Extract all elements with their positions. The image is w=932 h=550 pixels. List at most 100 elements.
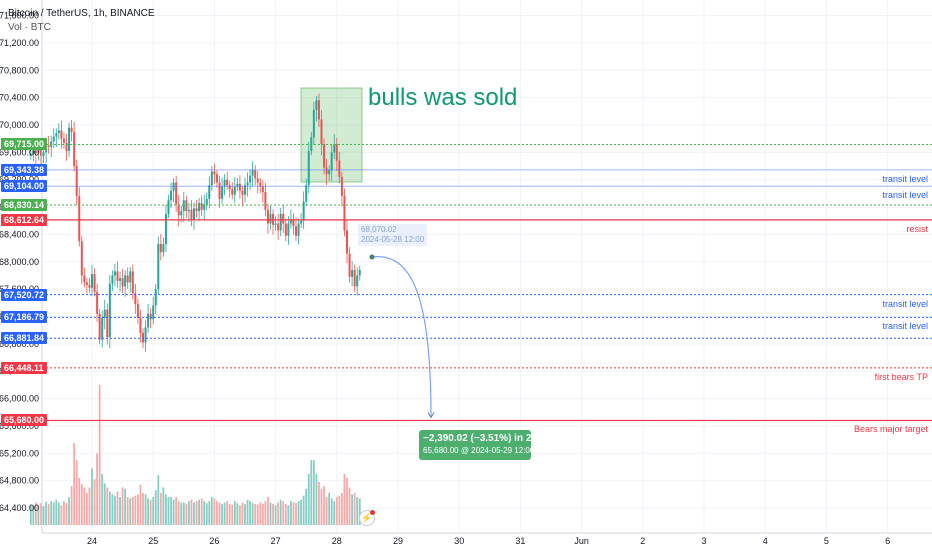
- volume-bar: [96, 453, 98, 525]
- volume-bar: [139, 484, 142, 525]
- price-level-tag[interactable]: 65,680.00: [1, 414, 48, 427]
- price-level-tag[interactable]: 67,186.79: [1, 311, 48, 324]
- price-level-tag[interactable]: 67,520.72: [1, 288, 48, 301]
- candle-body: [93, 274, 96, 292]
- volume-bar: [198, 499, 200, 525]
- price-level-tag[interactable]: 69,104.00: [1, 180, 48, 193]
- candle-body: [83, 275, 86, 283]
- volume-bar: [307, 473, 310, 525]
- candle-body: [73, 131, 76, 167]
- candle-body: [282, 213, 285, 224]
- volume-bar: [333, 501, 336, 525]
- candle-body: [144, 327, 147, 343]
- candle-body: [159, 244, 162, 253]
- volume-bar: [310, 460, 313, 525]
- volume-bar: [351, 494, 353, 525]
- price-level-tag[interactable]: 69,343.38: [1, 163, 48, 176]
- candle-body: [256, 178, 259, 183]
- volume-bar: [297, 501, 300, 525]
- volume-bar: [29, 504, 32, 525]
- volume-bar: [320, 488, 323, 525]
- candle-body: [323, 144, 326, 168]
- volume-bar: [274, 505, 277, 525]
- candle-body: [346, 230, 348, 254]
- volume-bar: [221, 503, 223, 525]
- candle-body: [142, 332, 144, 343]
- volume-bar: [83, 487, 86, 525]
- candle-body: [261, 186, 264, 193]
- candle-body: [116, 271, 119, 281]
- volume-bar: [267, 497, 269, 525]
- candle-body: [154, 289, 157, 306]
- volume-bar: [182, 502, 185, 525]
- volume-bar: [111, 494, 114, 525]
- volume-bar: [75, 460, 78, 525]
- price-level-tag[interactable]: 68,612.64: [1, 213, 48, 226]
- x-tick-label: 24: [87, 536, 97, 546]
- x-tick-label: 2: [640, 536, 645, 546]
- candle-body: [320, 119, 323, 145]
- candle-body: [210, 171, 213, 186]
- y-tick-label: 66,000.00: [0, 394, 39, 404]
- volume-bar: [246, 499, 249, 525]
- price-level-tag[interactable]: 68,830.14: [1, 199, 48, 211]
- candle-body: [351, 269, 354, 277]
- candle-body: [37, 149, 40, 154]
- hover-time: 2024-05-28 12:00: [361, 235, 425, 244]
- price-level-tag[interactable]: 66,448.11: [1, 361, 47, 374]
- volume-bar: [134, 495, 137, 525]
- candle-body: [218, 182, 221, 199]
- candle-body: [356, 275, 359, 287]
- y-tick-label: 64,800.00: [0, 476, 39, 486]
- volume-bar: [279, 499, 282, 525]
- price-level-tag[interactable]: 69,715.00: [1, 138, 48, 151]
- volume-bar: [244, 503, 246, 525]
- volume-bar: [121, 487, 124, 525]
- flash-icon[interactable]: ⚡: [359, 510, 375, 526]
- measure-arrow: [371, 256, 432, 417]
- volume-bar: [142, 492, 144, 525]
- price-level-label: resist: [906, 223, 928, 234]
- hover-price: 68,070.02: [361, 225, 397, 234]
- candle-body: [147, 313, 150, 328]
- volume-bar: [323, 486, 325, 525]
- volume-bar: [116, 491, 119, 525]
- volume-bar: [91, 468, 93, 525]
- candle-body: [317, 100, 320, 120]
- volume-bar: [73, 443, 76, 525]
- volume-bar: [101, 473, 104, 525]
- price-range-measure-label[interactable]: −2,390.02 (−3.51%) in 23h 65,680.00 @ 20…: [419, 430, 544, 460]
- volume-bar: [254, 503, 257, 525]
- volume-bar: [124, 488, 127, 525]
- candle-body: [274, 223, 277, 225]
- chart-title: Bitcoin / TetherUS, 1h, BINANCE: [8, 8, 155, 19]
- volume-bar: [167, 497, 170, 525]
- volume-bar: [277, 502, 280, 525]
- measure-change: −2,390.02 (−3.51%) in 23h: [423, 433, 544, 444]
- candle-body: [124, 275, 127, 287]
- volume-bar: [129, 498, 132, 525]
- volume-bar: [188, 501, 190, 525]
- x-tick-label: 6: [885, 536, 890, 546]
- volume-bar: [295, 503, 297, 525]
- volume-bar: [305, 488, 308, 525]
- volume-bar: [144, 494, 147, 525]
- candle-body: [103, 309, 106, 318]
- annotation-bulls-was-sold[interactable]: bulls was sold: [368, 84, 518, 111]
- price-level-tag[interactable]: 66,881.84: [1, 332, 48, 345]
- volume-bar: [356, 497, 359, 525]
- candle-body: [152, 305, 155, 320]
- candle-body: [162, 244, 165, 253]
- volume-bar: [162, 487, 165, 525]
- candle-body: [295, 226, 297, 236]
- volume-bar: [226, 501, 229, 525]
- volume-bar: [358, 498, 361, 525]
- volume-bar: [172, 499, 175, 525]
- volume-bar: [68, 497, 70, 525]
- volume-bar: [65, 503, 68, 525]
- measure-start-point: [369, 254, 375, 260]
- volume-bar: [315, 473, 318, 525]
- price-level-label: first bears TP: [874, 371, 928, 382]
- x-tick-label: 5: [824, 536, 829, 546]
